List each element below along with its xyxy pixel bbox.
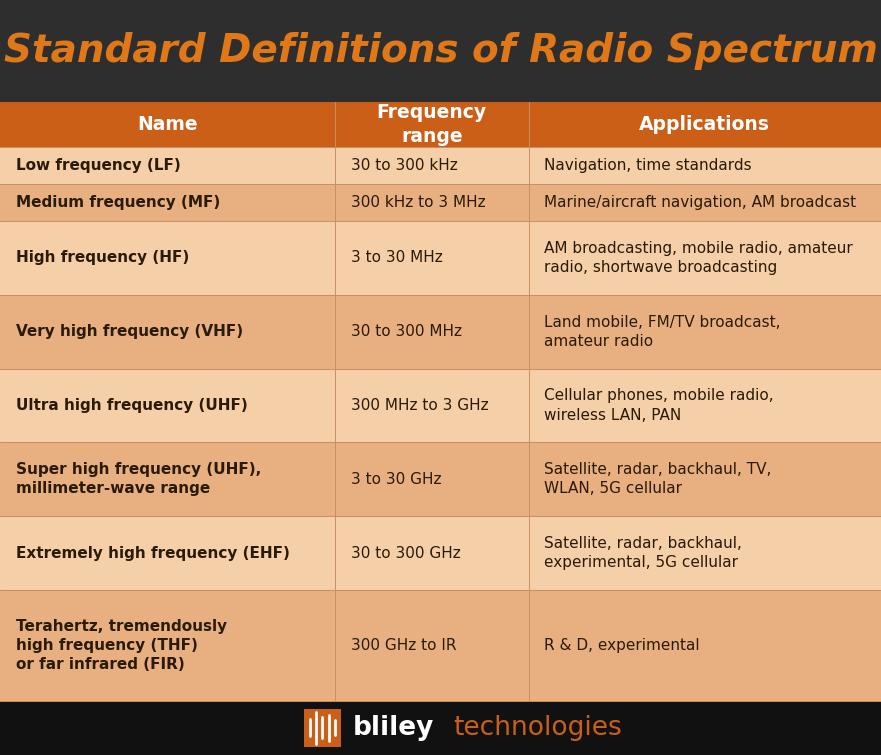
Text: 30 to 300 GHz: 30 to 300 GHz — [351, 546, 461, 560]
Text: Frequency
range: Frequency range — [377, 103, 486, 146]
Text: Ultra high frequency (UHF): Ultra high frequency (UHF) — [16, 398, 248, 413]
Text: 30 to 300 kHz: 30 to 300 kHz — [351, 158, 457, 173]
Bar — [304, 709, 341, 747]
Text: Name: Name — [137, 115, 197, 134]
Bar — [0, 701, 881, 755]
Text: 300 kHz to 3 MHz: 300 kHz to 3 MHz — [351, 195, 485, 210]
Text: Terahertz, tremendously
high frequency (THF)
or far infrared (FIR): Terahertz, tremendously high frequency (… — [16, 618, 227, 672]
Text: Applications: Applications — [640, 115, 770, 134]
Text: 3 to 30 MHz: 3 to 30 MHz — [351, 251, 442, 266]
Bar — [0, 0, 881, 102]
Text: 300 MHz to 3 GHz: 300 MHz to 3 GHz — [351, 398, 488, 413]
Text: Cellular phones, mobile radio,
wireless LAN, PAN: Cellular phones, mobile radio, wireless … — [544, 388, 774, 423]
Text: bliley: bliley — [352, 715, 433, 741]
Bar — [0, 102, 881, 147]
Text: AM broadcasting, mobile radio, amateur
radio, shortwave broadcasting: AM broadcasting, mobile radio, amateur r… — [544, 241, 853, 275]
Text: Satellite, radar, backhaul,
experimental, 5G cellular: Satellite, radar, backhaul, experimental… — [544, 536, 743, 570]
Text: Super high frequency (UHF),
millimeter-wave range: Super high frequency (UHF), millimeter-w… — [16, 462, 261, 496]
Text: Satellite, radar, backhaul, TV,
WLAN, 5G cellular: Satellite, radar, backhaul, TV, WLAN, 5G… — [544, 462, 772, 496]
Text: 300 GHz to IR: 300 GHz to IR — [351, 638, 456, 653]
Text: Very high frequency (VHF): Very high frequency (VHF) — [16, 324, 243, 339]
Text: High frequency (HF): High frequency (HF) — [16, 251, 189, 266]
Bar — [0, 368, 881, 442]
Text: Extremely high frequency (EHF): Extremely high frequency (EHF) — [16, 546, 290, 560]
Bar — [0, 590, 881, 701]
Bar — [0, 221, 881, 294]
Text: 30 to 300 MHz: 30 to 300 MHz — [351, 324, 462, 339]
Text: 3 to 30 GHz: 3 to 30 GHz — [351, 472, 441, 487]
Text: Low frequency (LF): Low frequency (LF) — [16, 158, 181, 173]
Text: R & D, experimental: R & D, experimental — [544, 638, 700, 653]
Bar — [0, 184, 881, 221]
Text: Medium frequency (MF): Medium frequency (MF) — [16, 195, 220, 210]
Text: Standard Definitions of Radio Spectrum: Standard Definitions of Radio Spectrum — [4, 32, 877, 70]
Text: technologies: technologies — [454, 715, 623, 741]
Text: Navigation, time standards: Navigation, time standards — [544, 158, 752, 173]
Text: Land mobile, FM/TV broadcast,
amateur radio: Land mobile, FM/TV broadcast, amateur ra… — [544, 315, 781, 349]
Bar — [0, 516, 881, 590]
Bar — [0, 442, 881, 516]
Bar — [0, 147, 881, 184]
Bar — [0, 294, 881, 368]
Text: Marine/aircraft navigation, AM broadcast: Marine/aircraft navigation, AM broadcast — [544, 195, 856, 210]
